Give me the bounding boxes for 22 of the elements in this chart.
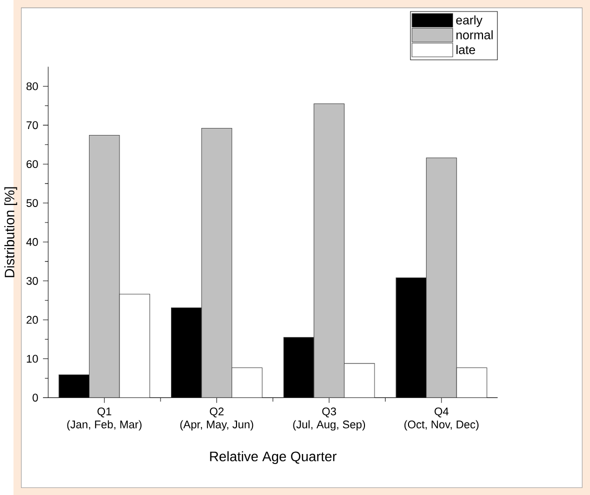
y-tick-label: 30 [26, 276, 38, 285]
bar [58, 374, 90, 398]
legend-label: early [456, 15, 482, 27]
y-tick-label: 20 [26, 316, 38, 324]
x-tick-label: Q3 (Jul, Aug, Sep) [293, 407, 366, 430]
legend-label: late [456, 44, 476, 54]
y-tick-label: 40 [26, 238, 38, 246]
y-tick-label: 80 [26, 82, 38, 90]
y-tick-label: 70 [26, 121, 38, 129]
y-tick-label: 50 [26, 198, 38, 207]
y-tick-label: 0 [32, 394, 38, 402]
legend-label: normal [456, 30, 493, 40]
bar [283, 336, 314, 398]
bar [171, 307, 202, 398]
x-tick-label: Q1 (Jan, Feb, Mar) [67, 407, 142, 430]
y-axis-title: Distribution [%] [4, 187, 18, 277]
x-tick-label: Q2 (Apr, May, Jun) [180, 407, 254, 430]
y-tick-label: 10 [26, 354, 38, 362]
bar [396, 277, 427, 398]
y-tick-label: 60 [26, 160, 38, 168]
x-tick-label: Q4 (Oct, Nov, Dec) [404, 407, 479, 430]
x-axis-title: Relative Age Quarter [210, 451, 337, 464]
